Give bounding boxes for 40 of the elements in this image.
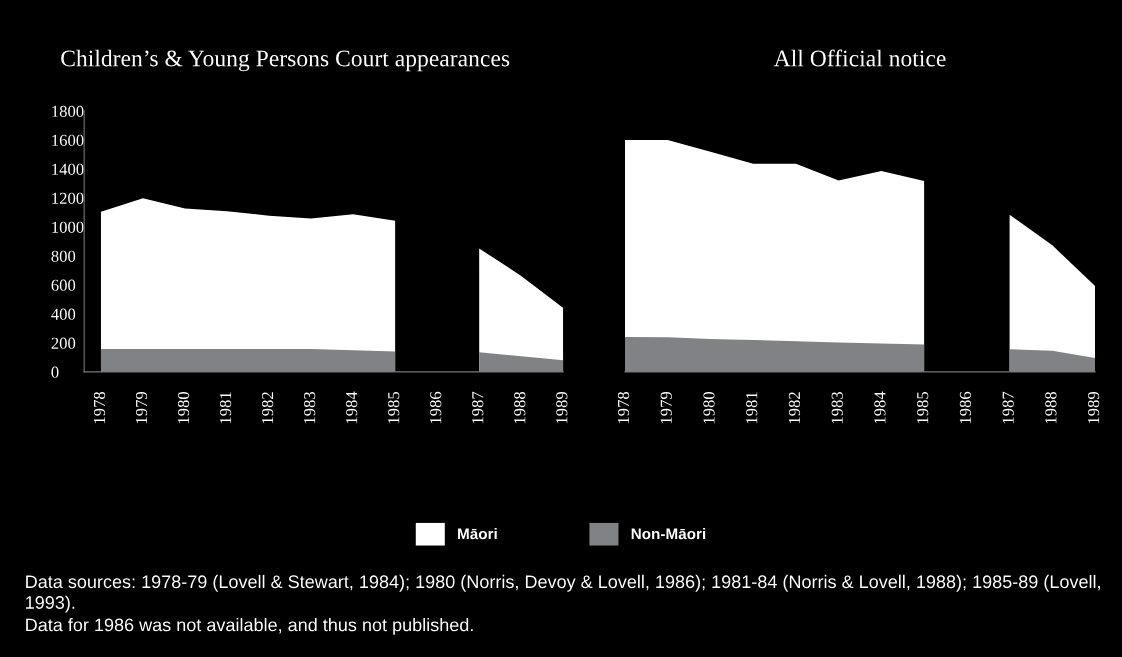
x-tick-label: 1989 bbox=[1088, 391, 1100, 424]
x-tick-label: 1988 bbox=[514, 391, 526, 424]
x-tick-label: 1984 bbox=[346, 391, 358, 424]
y-tick-label: 0 bbox=[51, 366, 59, 378]
x-tick-label: 1979 bbox=[135, 391, 148, 424]
x-tick-label: 1981 bbox=[219, 392, 232, 424]
x-tick-label: 1980 bbox=[177, 391, 190, 424]
x-tick-label: 1987 bbox=[1002, 391, 1014, 424]
text: Data for 1986 was not available, and thus not published. bbox=[26, 618, 473, 635]
y-tick-label: 1400 bbox=[52, 163, 84, 175]
y-tick-label: 800 bbox=[51, 250, 76, 262]
text: Data sources: 1978-79 (Lovell & Stewart, 1984); 1980 (Norris, Devoy & Lovell, 1986); 1981-84 (Norris & Lovell, 1988); 1985-89 (Lovell, 1993). bbox=[26, 574, 1100, 613]
y-tick-label: 1200 bbox=[52, 192, 84, 204]
x-tick-label: 1979 bbox=[660, 391, 672, 424]
y-tick-label: 400 bbox=[51, 308, 76, 320]
x-tick-label: 1983 bbox=[304, 391, 316, 424]
x-tick-label: 1978 bbox=[617, 391, 630, 424]
legend-label: Non-Māori bbox=[631, 528, 706, 540]
y-tick-label: 200 bbox=[51, 337, 76, 349]
x-tick-label: 1986 bbox=[430, 391, 442, 424]
x-tick-label: 1986 bbox=[959, 391, 972, 424]
y-tick-label: 1600 bbox=[52, 134, 84, 146]
x-tick-label: 1988 bbox=[1045, 391, 1057, 424]
x-tick-label: 1981 bbox=[746, 392, 758, 424]
x-tick-label: 1984 bbox=[874, 391, 886, 424]
chart-title: Children’s & Young Persons Court appearances bbox=[61, 49, 510, 72]
x-tick-label: 1980 bbox=[703, 391, 715, 424]
y-tick-label: 600 bbox=[51, 279, 76, 291]
legend-label: Māori bbox=[458, 528, 497, 540]
y-tick-label: 1000 bbox=[52, 221, 84, 233]
x-tick-label: 1985 bbox=[917, 391, 929, 424]
x-tick-label: 1987 bbox=[472, 391, 484, 424]
y-tick-label: 1800 bbox=[52, 105, 84, 117]
x-tick-label: 1989 bbox=[556, 391, 568, 424]
x-tick-label: 1983 bbox=[831, 391, 843, 424]
x-tick-label: 1982 bbox=[261, 392, 274, 424]
x-tick-label: 1978 bbox=[93, 391, 106, 424]
chart-title: All Official notice bbox=[773, 49, 946, 67]
x-tick-label: 1982 bbox=[788, 392, 801, 424]
x-tick-label: 1985 bbox=[388, 391, 400, 424]
